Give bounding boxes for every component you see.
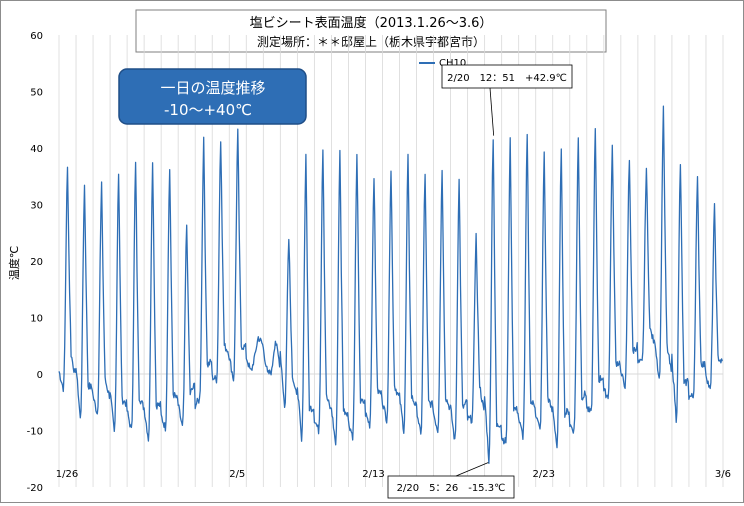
y-tick-label: 50 xyxy=(30,88,43,99)
x-tick-label: 1/26 xyxy=(56,469,78,480)
callout-box xyxy=(118,68,307,125)
y-tick-label: 0 xyxy=(37,370,43,381)
callout-line1: 一日の温度推移 xyxy=(160,79,265,97)
annotation-max: 2/20 12：51 +42.9℃ xyxy=(441,64,573,136)
y-tick-label: -10 xyxy=(27,427,43,438)
annotation-min-arrow xyxy=(455,462,489,477)
y-tick-label: 10 xyxy=(30,314,43,325)
x-tick-label: 2/5 xyxy=(229,469,245,480)
x-tick-label: 3/6 xyxy=(715,469,731,480)
annotation-max-arrow xyxy=(489,87,495,136)
annotation-max-label: 2/20 12：51 +42.9℃ xyxy=(447,73,567,84)
callout-line2: -10～+40℃ xyxy=(164,101,252,119)
x-tick-labels: 1/26 2/5 2/13 2/23 3/6 xyxy=(56,469,731,480)
y-tick-labels: 60 50 40 30 20 10 0 -10 -20 xyxy=(27,31,43,494)
annotation-min-label: 2/20 5：26 -15.3℃ xyxy=(397,483,506,494)
y-axis-label: 温度℃ xyxy=(7,246,21,280)
x-tick-label: 2/13 xyxy=(362,469,384,480)
y-tick-label: 40 xyxy=(30,144,43,155)
chart-title: 塩ビシート表面温度（2013.1.26～3.6） xyxy=(250,15,493,31)
legend-label-ch10: CH10 xyxy=(439,58,466,69)
y-tick-label: 60 xyxy=(30,31,43,42)
x-tick-label: 2/23 xyxy=(532,469,554,480)
annotation-min: 2/20 5：26 -15.3℃ xyxy=(387,462,515,499)
y-tick-label: 30 xyxy=(30,201,43,212)
title-box xyxy=(135,9,607,53)
y-tick-label: -20 xyxy=(27,483,43,494)
series-line-ch10 xyxy=(58,105,723,464)
y-tick-label: 20 xyxy=(30,257,43,268)
